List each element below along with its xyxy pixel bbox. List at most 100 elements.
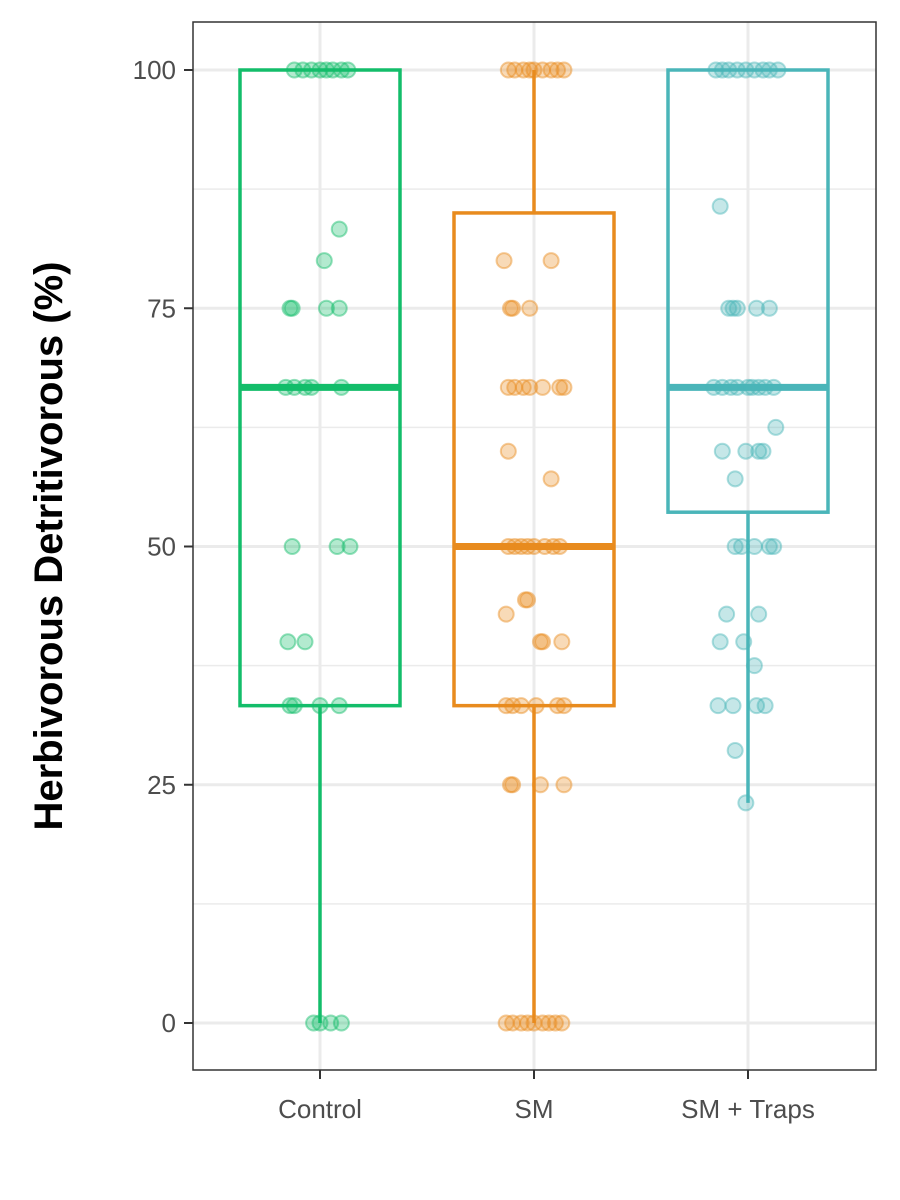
data-point <box>283 299 301 317</box>
data-point <box>760 61 778 79</box>
data-point <box>733 538 751 555</box>
data-point <box>341 538 359 555</box>
data-point <box>519 591 537 609</box>
data-point <box>339 61 357 79</box>
data-point <box>540 1014 558 1032</box>
data-point <box>711 633 729 651</box>
data-point <box>497 697 515 715</box>
data-point <box>735 633 753 651</box>
data-point <box>542 61 560 79</box>
data-point <box>737 794 755 812</box>
data-point <box>294 61 312 79</box>
data-point <box>285 378 303 396</box>
data-point <box>737 61 755 79</box>
data-point <box>311 61 329 79</box>
data-point <box>555 697 573 715</box>
data-point <box>512 538 530 555</box>
data-point <box>317 61 335 79</box>
data-point <box>285 697 303 715</box>
data-point <box>553 633 571 651</box>
data-point <box>322 1014 340 1032</box>
data-point <box>754 442 772 460</box>
data-point <box>534 61 552 79</box>
data-point <box>737 442 755 460</box>
data-point <box>713 61 731 79</box>
data-point <box>536 538 554 555</box>
data-point <box>514 61 532 79</box>
data-point <box>302 61 320 79</box>
data-point <box>514 378 532 396</box>
data-point <box>739 378 757 396</box>
data-point <box>311 697 329 715</box>
data-point <box>709 697 727 715</box>
data-point <box>525 1014 543 1032</box>
data-point <box>722 378 740 396</box>
data-point <box>305 1014 323 1032</box>
data-point <box>756 378 774 396</box>
data-point <box>745 538 763 555</box>
data-point <box>495 252 513 270</box>
data-point <box>519 538 537 555</box>
y-tick-label: 75 <box>147 293 176 323</box>
data-point <box>544 538 562 555</box>
data-point <box>497 1014 515 1032</box>
box-sm-traps <box>666 68 830 803</box>
data-point <box>521 61 539 79</box>
data-point <box>555 378 573 396</box>
data-point <box>743 378 761 396</box>
data-point <box>283 538 301 555</box>
data-point <box>281 299 299 317</box>
data-point <box>720 299 738 317</box>
data-point <box>726 538 744 555</box>
data-point <box>745 61 763 79</box>
data-point <box>760 299 778 317</box>
data-point <box>553 1014 571 1032</box>
data-point <box>551 538 569 555</box>
data-point <box>728 299 746 317</box>
data-point <box>277 378 295 396</box>
data-point <box>519 1014 537 1032</box>
data-point <box>332 1014 350 1032</box>
data-point <box>499 442 517 460</box>
data-point <box>525 61 543 79</box>
data-point <box>315 252 333 270</box>
data-point <box>311 1014 329 1032</box>
data-point <box>506 538 524 555</box>
data-point <box>512 1014 530 1032</box>
data-point <box>705 378 723 396</box>
data-point <box>769 61 787 79</box>
data-point <box>296 378 314 396</box>
data-point <box>750 605 768 623</box>
data-point <box>317 299 335 317</box>
data-point <box>531 633 549 651</box>
data-point <box>728 61 746 79</box>
data-point <box>499 538 517 555</box>
data-point <box>527 697 545 715</box>
data-point <box>760 538 778 555</box>
data-point <box>516 591 534 609</box>
data-point <box>525 538 543 555</box>
data-point <box>750 442 768 460</box>
data-point <box>534 1014 552 1032</box>
data-point <box>726 470 744 488</box>
data-point <box>506 61 524 79</box>
data-point <box>501 776 519 794</box>
data-point <box>501 299 519 317</box>
data-point <box>302 378 320 396</box>
box-control <box>238 68 402 1023</box>
data-point <box>296 633 314 651</box>
data-point <box>767 418 785 436</box>
data-point <box>728 378 746 396</box>
x-tick-label: SM + Traps <box>681 1094 815 1124</box>
data-point <box>765 538 783 555</box>
data-point <box>534 378 552 396</box>
data-point <box>521 299 539 317</box>
data-point <box>551 378 569 396</box>
data-point <box>546 1014 564 1032</box>
data-point <box>765 378 783 396</box>
data-point <box>330 697 348 715</box>
box-rect <box>452 211 616 708</box>
data-point <box>720 61 738 79</box>
data-point <box>330 220 348 238</box>
